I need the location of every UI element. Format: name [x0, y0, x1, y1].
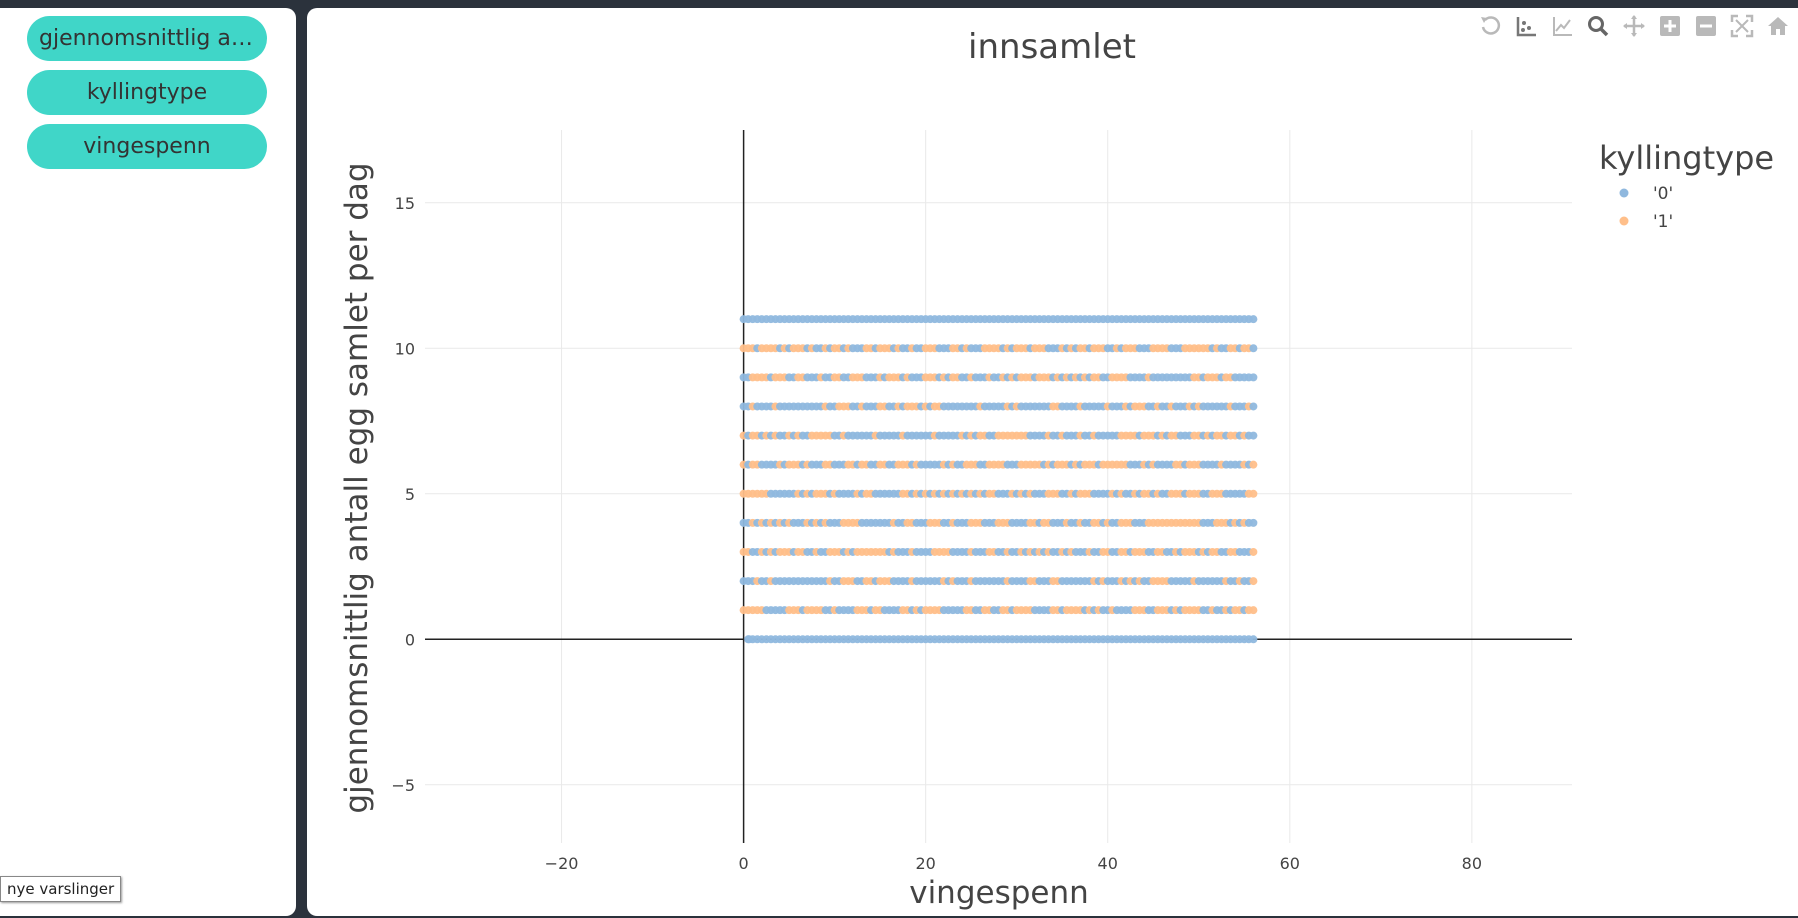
scatter-point — [1249, 460, 1258, 469]
chart-title: innsamlet — [968, 27, 1136, 67]
x-tick-label: 20 — [915, 854, 935, 873]
scatter-point — [1249, 344, 1258, 353]
y-axis-label: gjennomsnittlig antall egg samlet per da… — [339, 162, 375, 813]
variable-button-chicken-type[interactable]: kyllingtype — [27, 70, 267, 115]
zoom-in-icon[interactable] — [1658, 14, 1682, 38]
x-axis-label: vingespenn — [909, 875, 1089, 911]
scatter-point — [1249, 489, 1258, 498]
variable-button-egg-count[interactable]: gjennomsnittlig antall egg samlet per da… — [27, 16, 267, 61]
legend-title: kyllingtype — [1599, 139, 1774, 177]
legend-marker — [1619, 188, 1629, 198]
scatter-point — [1249, 577, 1258, 586]
y-tick-label: 5 — [405, 485, 415, 504]
scatter-point — [1249, 315, 1258, 324]
pan-icon[interactable] — [1622, 14, 1646, 38]
sidebar: gjennomsnittlig antall egg samlet per da… — [0, 8, 296, 916]
scatter-point — [1249, 402, 1258, 411]
scatter-point — [1249, 373, 1258, 382]
autoscale-icon[interactable] — [1730, 14, 1754, 38]
y-tick-label: −5 — [391, 776, 415, 795]
chart-panel: −20 0 20 40 60 80 −5 0 5 10 15 innsamlet vingespenn g… — [307, 8, 1798, 916]
x-tick-label: 60 — [1280, 854, 1300, 873]
reset-icon[interactable] — [1478, 14, 1502, 38]
notification-toast[interactable]: nye varslinger — [0, 876, 122, 902]
x-tick-label: 80 — [1462, 854, 1482, 873]
legend-layer: kyllingtype '0' '1' — [1599, 139, 1774, 232]
x-tick-label: 40 — [1098, 854, 1118, 873]
x-tick-label: −20 — [545, 854, 579, 873]
y-tick-label: 0 — [405, 630, 415, 649]
scatter-point — [1249, 606, 1258, 615]
modebar — [1478, 14, 1790, 38]
home-icon[interactable] — [1766, 14, 1790, 38]
legend-item-label: '1' — [1653, 212, 1673, 232]
zoom-icon[interactable] — [1586, 14, 1610, 38]
label-layer: −20 0 20 40 60 80 −5 0 5 10 15 innsamlet vingespenn g… — [339, 27, 1482, 911]
points-layer — [739, 315, 1258, 644]
zoom-out-icon[interactable] — [1694, 14, 1718, 38]
axis-layer — [425, 130, 1572, 843]
scatter-point — [1249, 518, 1258, 527]
scatter-point — [1249, 635, 1258, 644]
x-tick-label: 0 — [739, 854, 749, 873]
scatter-point — [1249, 431, 1258, 440]
y-tick-label: 10 — [395, 339, 415, 358]
line-trace-icon[interactable] — [1550, 14, 1574, 38]
scatter-chart: −20 0 20 40 60 80 −5 0 5 10 15 innsamlet vingespenn g… — [339, 27, 1774, 911]
grid-layer — [425, 130, 1572, 843]
variable-button-wingspan[interactable]: vingespenn — [27, 124, 267, 169]
scatter-point — [1249, 547, 1258, 556]
legend-item-label: '0' — [1653, 184, 1673, 204]
scatter-select-icon[interactable] — [1514, 14, 1538, 38]
y-tick-label: 15 — [395, 194, 415, 213]
legend-marker — [1619, 216, 1629, 226]
